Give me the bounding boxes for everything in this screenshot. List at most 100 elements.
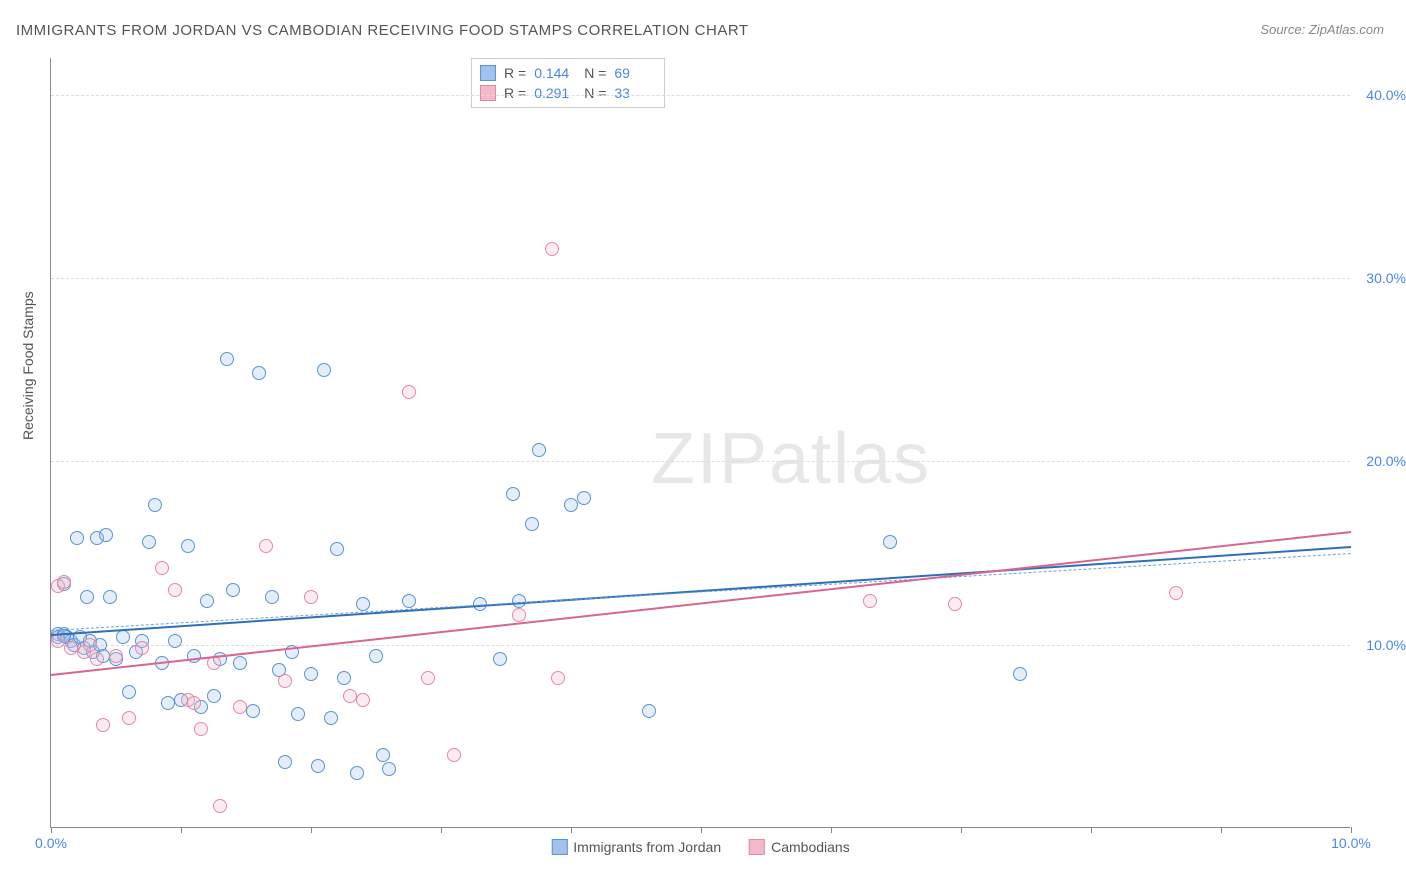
legend-item-0: Immigrants from Jordan [551, 839, 721, 855]
scatter-point [233, 700, 247, 714]
scatter-point [168, 583, 182, 597]
scatter-plot-area: ZIPatlas R = 0.144 N = 69 R = 0.291 N = … [50, 58, 1350, 828]
scatter-point [278, 755, 292, 769]
gridline [51, 645, 1350, 646]
scatter-point [200, 594, 214, 608]
scatter-point [96, 718, 110, 732]
scatter-point [187, 696, 201, 710]
x-tick [1351, 827, 1352, 833]
scatter-point [525, 517, 539, 531]
y-tick-label: 30.0% [1366, 270, 1406, 286]
stats-row-series-1: R = 0.291 N = 33 [480, 83, 656, 103]
n-value-0: 69 [614, 65, 656, 81]
scatter-point [532, 443, 546, 457]
y-axis-title: Receiving Food Stamps [20, 291, 36, 440]
y-tick-label: 10.0% [1366, 637, 1406, 653]
swatch-series-1 [480, 85, 496, 101]
scatter-point [376, 748, 390, 762]
scatter-point [551, 671, 565, 685]
swatch-series-0 [480, 65, 496, 81]
scatter-point [883, 535, 897, 549]
scatter-point [278, 674, 292, 688]
scatter-point [109, 649, 123, 663]
y-tick-label: 40.0% [1366, 87, 1406, 103]
scatter-point [80, 590, 94, 604]
scatter-point [317, 363, 331, 377]
scatter-point [265, 590, 279, 604]
scatter-point [402, 594, 416, 608]
r-label-0: R = [504, 65, 526, 81]
legend-swatch-0 [551, 839, 567, 855]
scatter-point [863, 594, 877, 608]
scatter-point [1013, 667, 1027, 681]
scatter-point [213, 799, 227, 813]
scatter-point [324, 711, 338, 725]
gridline [51, 278, 1350, 279]
scatter-point [148, 498, 162, 512]
scatter-point [103, 590, 117, 604]
x-tick-label: 0.0% [35, 835, 67, 851]
trend-line-dash [51, 553, 1351, 631]
scatter-point [64, 641, 78, 655]
scatter-point [135, 641, 149, 655]
x-tick [831, 827, 832, 833]
scatter-point [512, 608, 526, 622]
scatter-point [506, 487, 520, 501]
scatter-point [564, 498, 578, 512]
scatter-point [207, 689, 221, 703]
scatter-point [70, 531, 84, 545]
scatter-point [233, 656, 247, 670]
scatter-point [168, 634, 182, 648]
watermark-atlas: atlas [769, 419, 931, 499]
source-attribution: Source: ZipAtlas.com [1260, 22, 1384, 37]
x-tick [701, 827, 702, 833]
scatter-point [356, 693, 370, 707]
x-tick [311, 827, 312, 833]
scatter-point [343, 689, 357, 703]
scatter-point [311, 759, 325, 773]
scatter-point [246, 704, 260, 718]
x-tick [181, 827, 182, 833]
legend-item-1: Cambodians [749, 839, 850, 855]
x-tick [1091, 827, 1092, 833]
scatter-point [51, 634, 65, 648]
legend-swatch-1 [749, 839, 765, 855]
legend-label-1: Cambodians [771, 839, 850, 855]
scatter-point [948, 597, 962, 611]
scatter-point [382, 762, 396, 776]
scatter-point [220, 352, 234, 366]
scatter-point [90, 652, 104, 666]
x-tick [441, 827, 442, 833]
y-tick-label: 20.0% [1366, 453, 1406, 469]
r-value-1: 0.291 [534, 85, 576, 101]
scatter-point [252, 366, 266, 380]
r-value-0: 0.144 [534, 65, 576, 81]
x-tick [51, 827, 52, 833]
scatter-point [421, 671, 435, 685]
scatter-point [181, 539, 195, 553]
scatter-point [122, 711, 136, 725]
scatter-point [83, 638, 97, 652]
scatter-point [142, 535, 156, 549]
scatter-point [1169, 586, 1183, 600]
x-tick [961, 827, 962, 833]
watermark: ZIPatlas [651, 418, 931, 500]
stats-row-series-0: R = 0.144 N = 69 [480, 63, 656, 83]
scatter-point [493, 652, 507, 666]
chart-title: IMMIGRANTS FROM JORDAN VS CAMBODIAN RECE… [16, 22, 749, 39]
n-label-1: N = [584, 85, 606, 101]
trend-line [51, 531, 1351, 676]
legend-label-0: Immigrants from Jordan [573, 839, 721, 855]
x-tick-label: 10.0% [1331, 835, 1371, 851]
gridline [51, 95, 1350, 96]
scatter-point [512, 594, 526, 608]
x-tick [1221, 827, 1222, 833]
stats-legend-box: R = 0.144 N = 69 R = 0.291 N = 33 [471, 58, 665, 108]
scatter-point [337, 671, 351, 685]
scatter-point [259, 539, 273, 553]
source-name: ZipAtlas.com [1309, 22, 1384, 37]
scatter-point [545, 242, 559, 256]
scatter-point [356, 597, 370, 611]
scatter-point [369, 649, 383, 663]
series-legend: Immigrants from Jordan Cambodians [551, 839, 849, 855]
